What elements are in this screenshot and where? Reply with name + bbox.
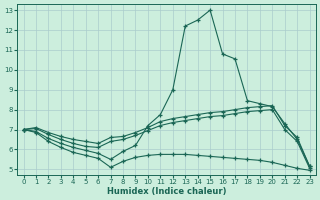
X-axis label: Humidex (Indice chaleur): Humidex (Indice chaleur) — [107, 187, 226, 196]
